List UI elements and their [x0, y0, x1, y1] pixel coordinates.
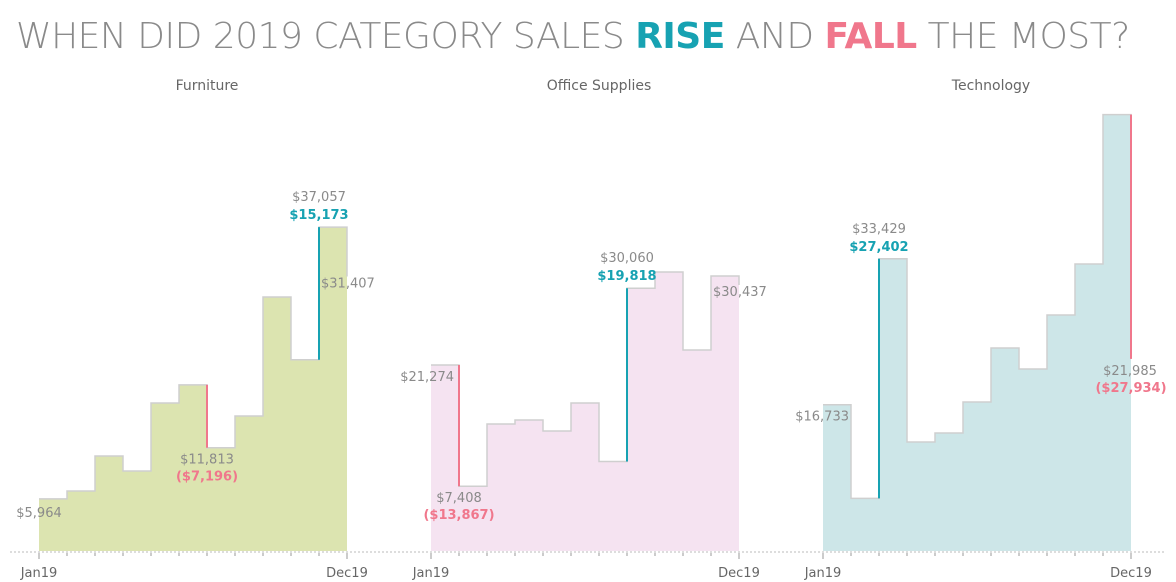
title-text: WHEN DID 2019 CATEGORY SALES [16, 16, 636, 57]
x-tick-label: Dec19 [326, 566, 368, 581]
panel-title: Technology [951, 78, 1030, 94]
area-1 [431, 271, 739, 551]
panel-title: Office Supplies [547, 78, 652, 94]
title-text: THE MOST? [916, 16, 1131, 57]
rise-label: $19,818 [597, 269, 656, 284]
step-line [431, 271, 740, 487]
value-label: $31,407 [321, 276, 375, 291]
rise-label: $27,402 [849, 240, 908, 255]
area-2 [823, 114, 1131, 551]
value-label: $21,985 [1103, 364, 1157, 379]
area-0 [39, 227, 347, 551]
x-tick-label: Jan19 [412, 566, 450, 581]
title-rise: RISE [635, 16, 725, 57]
x-tick-label: Dec19 [718, 566, 760, 581]
fall-label: ($13,867) [423, 508, 494, 523]
value-label: $33,429 [852, 222, 906, 237]
value-label: $30,060 [600, 251, 654, 266]
value-label: $30,437 [713, 285, 767, 300]
fall-label: ($7,196) [176, 470, 238, 485]
rise-label: $15,173 [289, 208, 348, 223]
value-label: $7,408 [436, 491, 482, 506]
fall-label: ($27,934) [1095, 381, 1166, 396]
title-text: AND [724, 16, 825, 57]
title-fall: FALL [824, 16, 918, 57]
panel-title: Furniture [176, 78, 239, 94]
value-label: $11,813 [180, 453, 234, 468]
chart-title: WHEN DID 2019 CATEGORY SALES RISE AND FA… [16, 16, 1130, 57]
x-tick-label: Dec19 [1110, 566, 1152, 581]
value-label: $37,057 [292, 190, 346, 205]
x-tick-label: Jan19 [804, 566, 842, 581]
x-tick-label: Jan19 [20, 566, 58, 581]
value-label: $21,274 [400, 370, 454, 385]
value-label: $16,733 [795, 410, 849, 425]
step-line [39, 226, 348, 500]
value-label: $5,964 [16, 506, 62, 521]
